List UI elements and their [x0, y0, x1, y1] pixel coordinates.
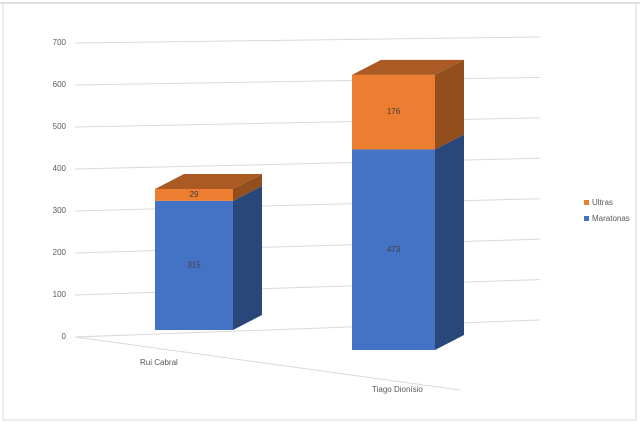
floor-edge [74, 336, 461, 391]
legend-swatch [584, 200, 589, 205]
bar-top [352, 59, 464, 75]
bar-side [233, 185, 262, 330]
y-tick-label: 100 [53, 290, 67, 299]
bar-side [435, 134, 464, 350]
bar [155, 188, 233, 201]
bar-side [233, 173, 262, 201]
legend-swatch [584, 216, 589, 221]
bar [155, 200, 233, 330]
y-tick-label: 400 [53, 164, 67, 173]
legend-label: Ultras [592, 198, 613, 207]
y-tick-label: 0 [62, 332, 67, 341]
legend-label: Maratonas [592, 214, 630, 223]
y-tick-label: 200 [53, 248, 67, 257]
bar-top [155, 173, 262, 189]
data-label: 315 [187, 261, 201, 270]
data-label: 473 [387, 245, 401, 254]
bar [352, 74, 435, 150]
y-tick-label: 300 [53, 206, 67, 215]
data-label: 176 [387, 107, 401, 116]
y-tick-label: 500 [53, 122, 67, 131]
x-tick-label: Rui Cabral [140, 358, 178, 367]
x-tick-label: Tiago Dionísio [372, 385, 423, 394]
grid-line [74, 36, 541, 44]
bar [352, 149, 435, 350]
data-label: 29 [190, 190, 199, 199]
bar-side [435, 59, 464, 150]
y-tick-label: 700 [53, 38, 67, 47]
y-tick-label: 600 [53, 80, 67, 89]
chart-frame [2, 2, 637, 421]
